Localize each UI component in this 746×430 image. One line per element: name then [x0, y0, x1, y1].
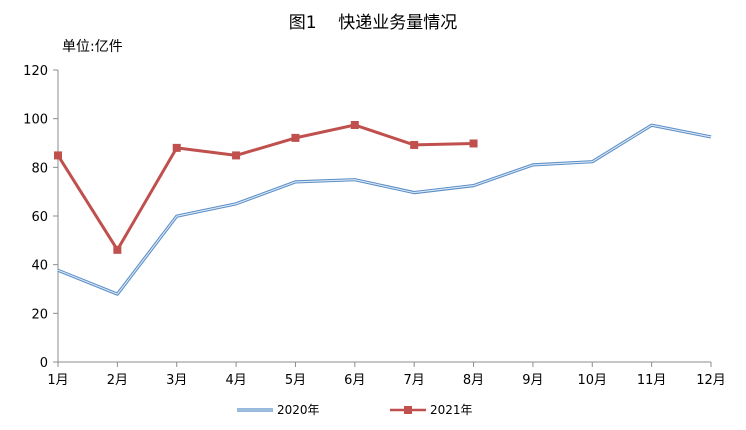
y-tick-label: 100 — [23, 113, 48, 128]
y-tick-labels: 0 20 40 60 80 100 120 — [23, 64, 48, 371]
y-tick-label: 120 — [23, 64, 48, 79]
x-tick-label: 4月 — [225, 373, 246, 388]
series-line — [57, 124, 712, 295]
data-point-marker — [291, 133, 300, 142]
y-tick-label: 0 — [40, 356, 48, 371]
y-tick-label: 20 — [31, 307, 48, 322]
series-line-outline — [57, 123, 712, 296]
x-tick-label: 2月 — [107, 373, 128, 388]
x-tick-label: 6月 — [344, 373, 365, 388]
x-tick-label: 7月 — [404, 373, 425, 388]
data-point-marker — [232, 151, 241, 160]
chart-title: 图1 快递业务量情况 — [289, 13, 457, 33]
x-tick-label: 12月 — [696, 373, 726, 388]
data-point-marker — [469, 139, 478, 148]
y-tick-label: 40 — [31, 259, 48, 274]
y-tick-label: 80 — [31, 161, 48, 176]
series-line — [56, 123, 474, 252]
data-point-marker — [54, 151, 62, 160]
x-tick-label: 9月 — [522, 373, 543, 388]
data-point-marker — [113, 245, 122, 254]
data-point-marker — [172, 143, 181, 152]
x-tick-labels: 1月 2月 3月 4月 5月 6月 7月 8月 9月 10月 11月 12月 — [47, 373, 725, 388]
legend: 2020年 2021年 — [237, 403, 473, 417]
series-layer — [54, 120, 712, 296]
x-tick-label: 3月 — [166, 373, 187, 388]
axes — [53, 69, 712, 367]
x-tick-label: 1月 — [47, 373, 68, 388]
data-point-marker — [410, 140, 419, 149]
legend-label: 2021年 — [430, 403, 473, 417]
unit-label: 单位:亿件 — [62, 39, 123, 55]
x-tick-label: 10月 — [577, 373, 607, 388]
legend-label: 2020年 — [277, 403, 320, 417]
legend-swatch-marker — [404, 406, 412, 414]
x-tick-label: 5月 — [285, 373, 306, 388]
y-tick-label: 60 — [31, 210, 48, 225]
x-tick-label: 8月 — [463, 373, 484, 388]
x-tick-label: 11月 — [637, 373, 667, 388]
data-point-marker — [350, 120, 359, 129]
